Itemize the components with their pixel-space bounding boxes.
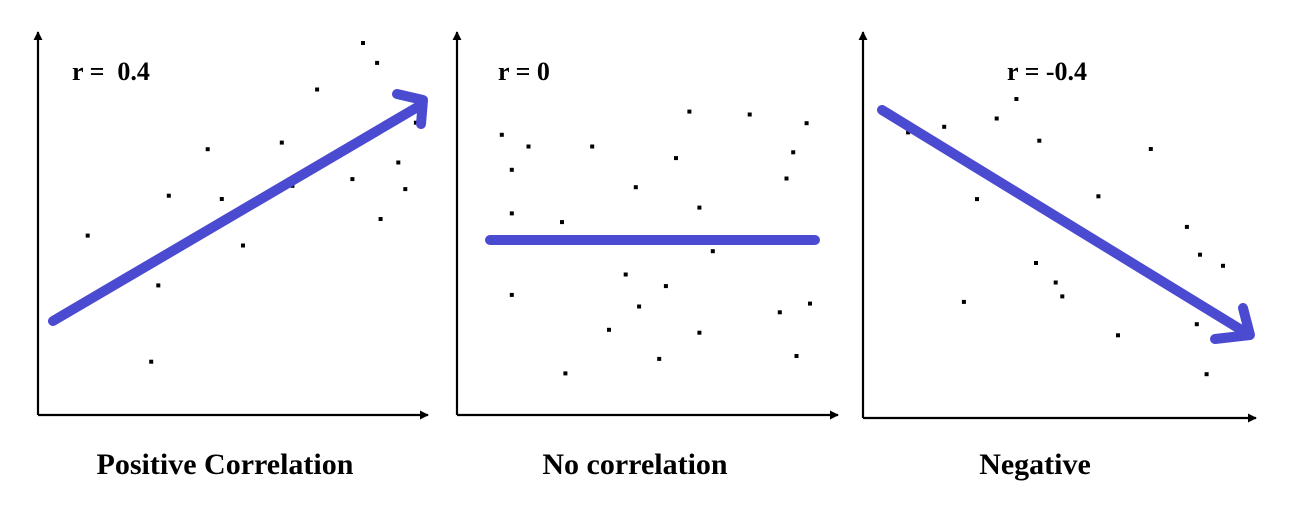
scatter-point <box>315 87 320 92</box>
scatter-point <box>219 197 224 201</box>
scatter-point <box>657 356 662 361</box>
panel-caption: Negative <box>979 448 1091 481</box>
scatter-point <box>413 120 418 125</box>
scatter-point <box>975 197 979 202</box>
scatter-point <box>378 217 383 221</box>
scatter-point <box>375 60 380 65</box>
panel-caption: No correlation <box>542 448 728 481</box>
scatter-point <box>499 132 504 137</box>
scatter-point <box>85 233 90 238</box>
correlation-coefficient-label: r = 0.4 <box>72 57 150 86</box>
scatter-point <box>1053 280 1058 285</box>
scatter-point <box>1194 322 1199 327</box>
scatter-point <box>403 187 408 192</box>
panel-negative: r = -0.4 Negative <box>858 31 1257 481</box>
scatter-point <box>747 112 752 117</box>
scatter-point <box>1060 294 1065 299</box>
scatter-point <box>1037 138 1042 143</box>
scatter-point <box>697 205 702 210</box>
scatter-point <box>994 116 999 121</box>
scatter-point <box>637 304 642 309</box>
scatter-point <box>166 193 171 198</box>
panel-caption: Positive Correlation <box>97 448 354 481</box>
scatter-point <box>1096 194 1101 199</box>
scatter-point <box>777 310 782 315</box>
scatter-points <box>906 97 1225 377</box>
scatter-point <box>687 109 692 114</box>
scatter-point <box>808 301 812 306</box>
scatter-points <box>85 41 418 364</box>
scatter-point <box>804 121 809 126</box>
scatter-point <box>1014 97 1019 101</box>
correlation-coefficient-label: r = 0 <box>498 57 550 86</box>
scatter-point <box>1148 147 1153 151</box>
scatter-point <box>710 249 715 254</box>
scatter-point <box>633 185 638 190</box>
scatter-point <box>279 140 284 145</box>
scatter-point <box>1034 261 1038 265</box>
scatter-point <box>509 292 514 297</box>
panel-none: r = 0 No correlation <box>452 31 839 481</box>
scatter-point <box>607 327 611 332</box>
scatter-point <box>526 144 531 149</box>
scatter-point <box>563 371 568 376</box>
scatter-point <box>241 243 245 248</box>
scatter-point <box>509 167 514 172</box>
scatter-point <box>560 220 564 225</box>
scatter-point <box>906 130 911 135</box>
correlation-coefficient-label: r = -0.4 <box>1007 57 1087 86</box>
scatter-point <box>509 211 514 216</box>
scatter-points <box>499 109 812 376</box>
scatter-point <box>350 177 355 182</box>
scatter-point <box>942 124 947 129</box>
trend-arrow-decreasing <box>877 105 1255 344</box>
scatter-point <box>205 147 210 152</box>
scatter-point <box>1198 252 1202 257</box>
scatter-point <box>794 354 799 358</box>
trend-arrow-increasing <box>48 89 428 326</box>
scatter-point <box>149 359 154 364</box>
scatter-point <box>697 330 702 335</box>
scatter-point <box>396 160 401 165</box>
scatter-point <box>1221 263 1225 268</box>
scatter-point <box>1116 333 1120 338</box>
scatter-point <box>590 144 595 149</box>
scatter-point <box>961 299 966 304</box>
scatter-point <box>784 176 789 181</box>
scatter-point <box>623 272 628 277</box>
scatter-point <box>791 150 796 155</box>
scatter-point <box>1204 372 1209 377</box>
scatter-point <box>1184 224 1189 229</box>
scatter-point <box>361 41 365 45</box>
scatter-point <box>674 156 678 161</box>
scatter-point <box>156 283 161 288</box>
panel-positive: r = 0.4 Positive Correlation <box>33 31 429 481</box>
scatter-point <box>663 284 668 289</box>
